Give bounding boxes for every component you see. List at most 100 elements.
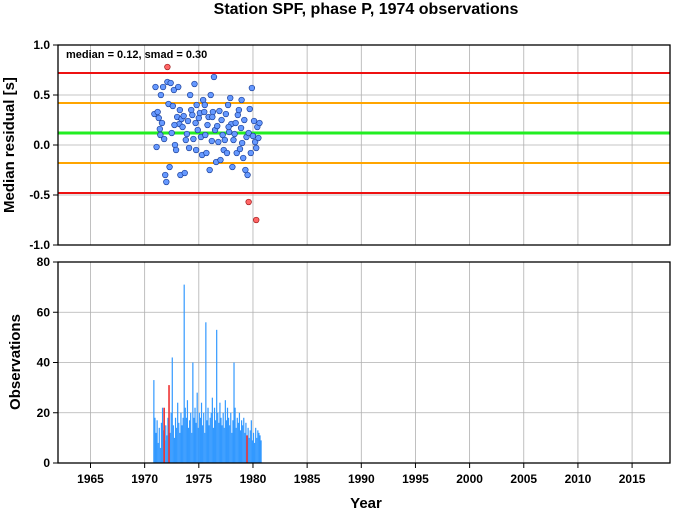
- observation-bar: [157, 442, 159, 463]
- observation-bar: [242, 425, 244, 463]
- observation-bar: [180, 412, 182, 463]
- residual-point: [184, 117, 192, 125]
- top-y-ticks: 1.0 0.5 0.0 -0.5 -1.0: [29, 38, 58, 252]
- residual-point: [249, 132, 257, 140]
- residual-point: [209, 113, 216, 121]
- observation-bar: [255, 427, 257, 463]
- observation-bar: [159, 447, 161, 463]
- top-y-axis-label: Median residual [s]: [1, 77, 18, 213]
- residual-point: [194, 126, 201, 134]
- observation-bar: [185, 417, 187, 463]
- observation-bars: [153, 284, 262, 463]
- observation-bar: [211, 397, 213, 463]
- observation-bar: [243, 417, 245, 463]
- residual-points: [151, 63, 263, 224]
- residual-point: [248, 84, 256, 92]
- x-tick-label: 2005: [510, 472, 537, 486]
- residual-point: [202, 131, 209, 139]
- observation-bar: [170, 412, 172, 463]
- observation-bar: [184, 407, 186, 463]
- residual-point: [218, 116, 225, 124]
- x-tick-label: 2000: [456, 472, 483, 486]
- residual-point: [168, 129, 175, 137]
- residual-point: [201, 108, 208, 116]
- residual-point: [214, 122, 221, 130]
- observation-bar: [186, 400, 189, 463]
- residual-point: [215, 138, 222, 146]
- residual-point: [247, 149, 254, 157]
- top-y-tick-label: -1.0: [29, 238, 50, 252]
- residual-point: [235, 106, 243, 114]
- bottom-y-ticks: 80 60 40 20 0: [37, 255, 58, 470]
- x-tick-label: 1995: [402, 472, 429, 486]
- residual-point: [207, 91, 214, 99]
- residual-point: [195, 114, 202, 122]
- observation-bar: [192, 362, 194, 463]
- observation-bar: [177, 402, 179, 463]
- outlier-bar: [168, 385, 170, 463]
- observation-bar: [173, 437, 176, 463]
- residual-point: [163, 178, 170, 186]
- residual-point: [192, 146, 200, 154]
- observation-bar: [218, 422, 220, 463]
- observation-bar: [200, 402, 203, 463]
- observation-bar: [205, 322, 207, 463]
- observation-bar: [217, 412, 219, 463]
- observation-bar: [212, 427, 215, 463]
- residual-point: [179, 123, 186, 131]
- top-y-tick-label: 1.0: [33, 38, 50, 52]
- residual-point: [208, 137, 215, 145]
- residual-point: [237, 124, 245, 132]
- x-axis-label: Year: [350, 495, 382, 511]
- observation-bar: [210, 412, 212, 463]
- observation-bar: [179, 432, 181, 463]
- outlier-point: [253, 216, 260, 224]
- observation-bar: [229, 425, 231, 463]
- residual-point: [253, 144, 260, 152]
- residual-point: [225, 123, 232, 131]
- observation-bar: [249, 430, 251, 463]
- residual-point: [158, 119, 166, 127]
- residual-point: [171, 121, 178, 129]
- observation-bar: [253, 442, 256, 463]
- x-tick-label: 2010: [565, 472, 592, 486]
- observation-bar: [215, 420, 217, 463]
- residual-point: [189, 111, 196, 119]
- observation-bar: [226, 407, 229, 463]
- residual-point: [180, 112, 187, 120]
- residual-point: [234, 111, 241, 119]
- observation-bar: [241, 420, 243, 463]
- observation-bar: [167, 417, 169, 463]
- observation-bar: [250, 420, 252, 463]
- observation-bar: [247, 427, 249, 463]
- residual-point: [154, 108, 161, 116]
- bottom-y-tick-label: 40: [37, 356, 51, 370]
- outlier-point: [245, 198, 252, 206]
- residual-point: [170, 86, 178, 94]
- residual-point: [193, 101, 200, 109]
- residual-point: [233, 149, 240, 157]
- observation-bar: [171, 357, 173, 463]
- residual-point: [181, 169, 188, 177]
- top-y-tick-label: -0.5: [29, 188, 50, 202]
- observation-bar: [197, 427, 199, 463]
- observation-bar: [187, 427, 190, 463]
- residual-point: [227, 94, 234, 102]
- residual-point: [188, 106, 195, 114]
- observation-bar: [209, 417, 211, 463]
- residual-point: [153, 143, 160, 151]
- observation-bar: [199, 417, 202, 463]
- observation-bar: [191, 432, 193, 463]
- residual-point: [251, 138, 259, 146]
- bottom-y-tick-label: 20: [37, 406, 51, 420]
- residual-point: [176, 106, 184, 114]
- residual-point: [185, 144, 193, 152]
- residual-point: [217, 156, 224, 164]
- observation-bar: [213, 407, 216, 463]
- outlier-point: [164, 63, 171, 71]
- residual-point: [238, 139, 246, 147]
- residual-point: [210, 73, 218, 81]
- top-y-tick-label: 0.5: [33, 88, 50, 102]
- x-tick-label: 1985: [294, 472, 321, 486]
